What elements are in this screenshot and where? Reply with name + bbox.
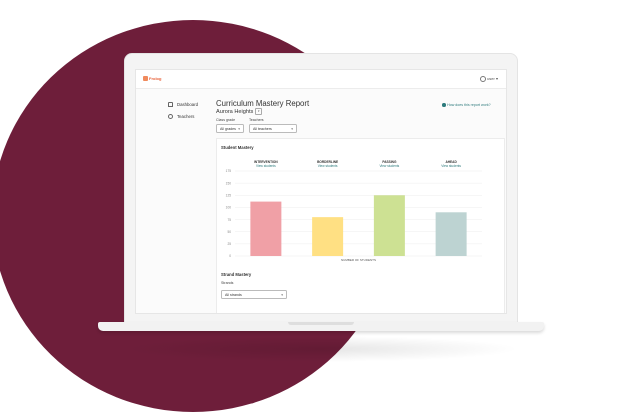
user-icon xyxy=(168,114,173,119)
category-label: INTERVENTION xyxy=(254,160,278,164)
sidebar-item-label: Dashboard xyxy=(177,102,199,107)
bar-ahead[interactable] xyxy=(435,212,467,256)
student-mastery-title: Student Mastery xyxy=(221,145,254,150)
bar-intervention[interactable] xyxy=(250,201,282,256)
grade-label: Class grade xyxy=(216,118,236,122)
view-students-link[interactable]: View students xyxy=(441,164,461,168)
logo-icon xyxy=(143,76,148,82)
x-axis-label: NUMBER OF STUDENTS xyxy=(341,258,376,262)
laptop-base xyxy=(98,322,544,331)
home-icon xyxy=(168,102,173,107)
sidebar-item-dashboard[interactable]: Dashboard xyxy=(168,102,198,113)
strands-select[interactable]: All strands ▾ xyxy=(221,290,287,299)
strands-label: Strands xyxy=(221,281,234,285)
laptop-screen: Frolog user ▾ Dashboard Teachers Curricu… xyxy=(135,69,507,314)
teachers-select[interactable]: All teachers ▾ xyxy=(249,124,297,133)
user-label: user xyxy=(487,76,495,82)
view-students-link[interactable]: View students xyxy=(256,164,276,168)
category-label: BORDERLINE xyxy=(317,160,338,164)
laptop-notch xyxy=(288,322,354,325)
category-label: AHEAD xyxy=(445,160,457,164)
app-logo[interactable]: Frolog xyxy=(143,76,161,82)
y-tick-label: 175 xyxy=(226,169,232,173)
chevron-down-icon: ▾ xyxy=(281,293,283,297)
user-menu[interactable]: user ▾ xyxy=(480,76,498,82)
user-icon xyxy=(480,76,487,82)
top-bar: Frolog user ▾ xyxy=(136,70,506,89)
y-tick-label: 150 xyxy=(226,181,232,185)
chevron-down-icon: ▾ xyxy=(495,76,498,82)
category-label: PASSING xyxy=(382,160,397,164)
chevron-down-icon: ▾ xyxy=(238,127,240,131)
school-name: Aurora Heights xyxy=(216,108,254,115)
view-students-link[interactable]: View students xyxy=(318,164,338,168)
report-card: Student Mastery 0 25 50 75 100 125 150 175 INTER… xyxy=(216,138,505,313)
laptop-shadow xyxy=(120,336,520,362)
bar-passing[interactable] xyxy=(373,195,405,256)
y-tick-label: 25 xyxy=(227,242,231,246)
chevron-down-icon: ▾ xyxy=(291,127,293,131)
y-tick-label: 0 xyxy=(229,254,231,258)
page-title: Curriculum Mastery Report xyxy=(216,99,310,108)
y-tick-label: 75 xyxy=(227,218,231,222)
view-students-link[interactable]: View students xyxy=(379,164,399,168)
bar-borderline[interactable] xyxy=(312,217,344,256)
sidebar-item-teachers[interactable]: Teachers xyxy=(168,114,198,125)
sidebar-item-label: Teachers xyxy=(177,114,195,119)
teachers-label: Teachers xyxy=(249,118,264,122)
school-selector[interactable]: Aurora Heights ▾ xyxy=(216,108,263,115)
y-tick-label: 100 xyxy=(226,206,232,210)
strand-mastery-title: Strand Mastery xyxy=(221,272,252,277)
help-icon xyxy=(442,103,446,107)
help-link[interactable]: How does this report work? xyxy=(442,103,491,107)
grade-select[interactable]: All grades ▾ xyxy=(216,124,244,133)
y-tick-label: 125 xyxy=(226,193,232,197)
sidebar-nav: Dashboard Teachers xyxy=(168,102,198,126)
chevron-down-icon[interactable]: ▾ xyxy=(255,108,263,115)
y-tick-label: 50 xyxy=(227,230,231,234)
